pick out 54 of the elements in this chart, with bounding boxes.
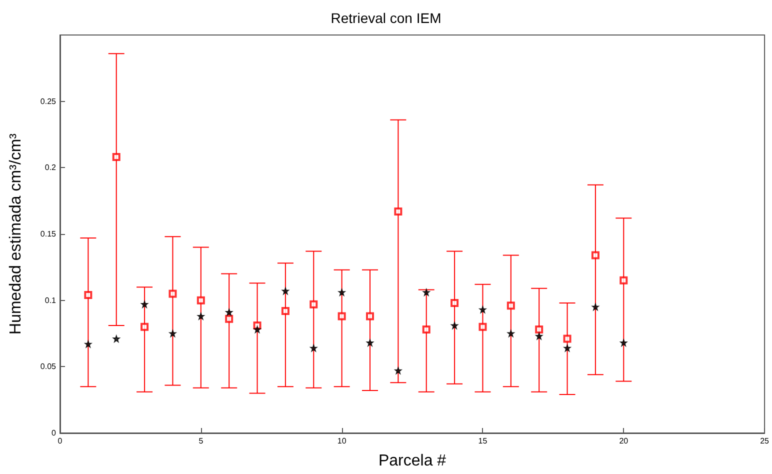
point <box>507 330 514 337</box>
point <box>478 322 487 331</box>
point <box>112 153 120 162</box>
y-tick-label: 0.25 <box>40 96 57 106</box>
point <box>254 326 261 334</box>
point <box>140 322 149 331</box>
point <box>310 300 318 308</box>
chart-title: Retrieval con IEM <box>330 10 442 26</box>
point <box>422 326 430 334</box>
point <box>226 308 233 316</box>
point <box>394 207 402 216</box>
point <box>84 340 92 348</box>
point <box>282 288 289 295</box>
point <box>112 335 120 342</box>
point <box>197 312 204 320</box>
point <box>535 326 544 334</box>
point <box>84 291 92 300</box>
point <box>225 314 234 323</box>
point <box>620 339 628 346</box>
point <box>536 332 543 340</box>
point <box>450 298 459 307</box>
point <box>591 251 600 260</box>
point <box>422 288 430 296</box>
y-tick-label: 0.05 <box>40 362 57 372</box>
point <box>196 296 205 304</box>
y-tick-label: 0.15 <box>40 230 57 238</box>
point <box>479 306 486 314</box>
y-tick-label: 0.1 <box>44 296 57 305</box>
y-axis-title: Humedad estimada cm³/cm³ <box>8 132 24 334</box>
point <box>592 303 599 310</box>
x-tick-label: 0 <box>58 436 63 446</box>
point <box>338 312 346 320</box>
point <box>310 344 318 352</box>
point <box>620 276 628 284</box>
x-tick-label: 15 <box>478 436 488 446</box>
point <box>563 334 572 343</box>
x-tick-label: 20 <box>619 436 629 446</box>
point <box>169 330 176 337</box>
x-tick-label: 5 <box>198 436 204 446</box>
point <box>394 367 402 374</box>
point <box>366 312 374 320</box>
y-tick-label: 0 <box>52 428 57 438</box>
point <box>141 300 148 308</box>
point <box>281 306 290 315</box>
point <box>338 288 346 296</box>
point <box>168 290 177 298</box>
x-tick-label: 25 <box>760 436 770 446</box>
point <box>564 344 571 352</box>
point <box>506 302 515 310</box>
y-tick-label: 0.2 <box>44 163 57 172</box>
x-axis-title: Parcela # <box>378 452 446 470</box>
point <box>366 339 374 346</box>
point <box>451 322 458 330</box>
x-tick-label: 10 <box>337 436 347 446</box>
